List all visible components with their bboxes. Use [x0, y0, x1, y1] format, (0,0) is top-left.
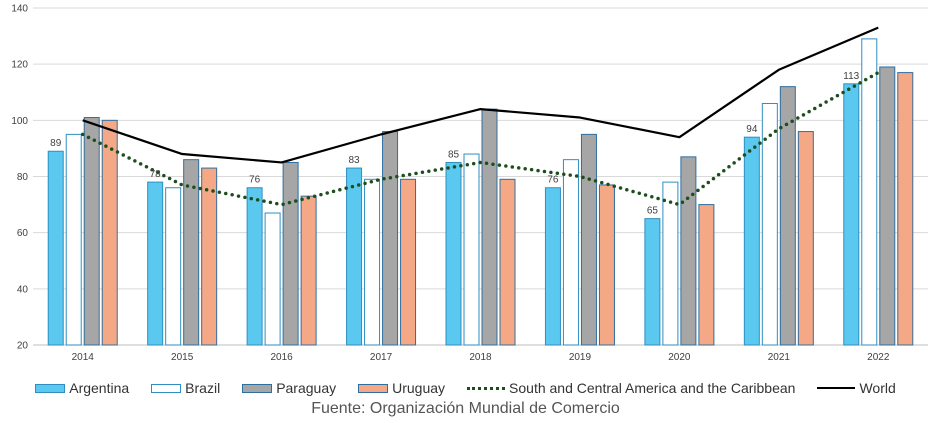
x-tick-label: 2018 — [469, 352, 492, 363]
source-note: Fuente: Organización Mundial de Comercio — [311, 400, 620, 417]
bar-brazil — [165, 187, 182, 346]
legend-item: Uruguay — [358, 380, 445, 396]
bar-uruguay — [499, 178, 516, 346]
legend-label: Brazil — [185, 380, 221, 396]
legend-marker — [358, 383, 389, 393]
y-tick-label: 100 — [11, 116, 28, 127]
x-tick-label: 2021 — [768, 352, 791, 363]
data-label: 85 — [448, 149, 460, 160]
bar-uruguay — [897, 72, 914, 346]
legend-label: South and Central America and the Caribb… — [509, 380, 796, 396]
bar-argentina — [743, 136, 760, 346]
data-label: 113 — [843, 71, 859, 82]
legend-label: World — [859, 380, 896, 396]
bar-paraguay — [282, 161, 299, 346]
legend: Argentina Brazil Paraguay Uruguay South and … — [0, 378, 931, 398]
y-tick-label: 20 — [17, 341, 29, 352]
bar-argentina — [445, 161, 462, 346]
bar-argentina — [544, 187, 561, 346]
legend-marker — [35, 383, 66, 393]
line-south-and-central-america-and-the-caribbean — [80, 70, 881, 207]
data-label: 76 — [547, 175, 559, 186]
legend-label: Uruguay — [392, 380, 446, 396]
bar-argentina — [147, 181, 164, 346]
x-tick-label: 2019 — [569, 352, 592, 363]
bar-brazil — [761, 102, 778, 346]
legend-item: World — [817, 380, 896, 396]
data-label: 65 — [647, 206, 659, 217]
bar-paraguay — [183, 159, 200, 346]
bar-brazil — [463, 153, 480, 346]
x-tick-label: 2017 — [370, 352, 393, 363]
bar-argentina — [47, 150, 64, 346]
data-label: 83 — [348, 155, 360, 166]
bar-argentina — [346, 167, 363, 346]
x-tick-label: 2014 — [72, 352, 95, 363]
chart: 20 40 60 80 100 120 140 2014 2015 2016 2017 2018 201… — [11, 4, 928, 363]
bar-uruguay — [400, 178, 417, 346]
legend-item: South and Central America and the Caribb… — [467, 380, 795, 396]
bar-argentina — [843, 83, 860, 346]
bar-paraguay — [481, 108, 498, 346]
bar-paraguay — [382, 131, 399, 346]
bar-brazil — [562, 159, 579, 346]
x-tick-label: 2020 — [668, 352, 691, 363]
bar-paraguay — [680, 156, 697, 346]
y-tick-label: 140 — [11, 4, 28, 15]
legend-marker — [151, 383, 182, 393]
legend-item: Paraguay — [242, 380, 336, 396]
legend-item: Brazil — [151, 380, 220, 396]
bar-paraguay — [779, 86, 796, 346]
legend-label: Argentina — [69, 380, 130, 396]
y-tick-label: 80 — [17, 172, 29, 183]
bar-argentina — [246, 187, 263, 346]
y-tick-label: 120 — [11, 60, 28, 71]
bar-paraguay — [83, 117, 100, 346]
line-world — [82, 26, 879, 164]
y-tick-label: 40 — [17, 284, 29, 295]
bar-uruguay — [300, 195, 317, 346]
data-label: 94 — [746, 124, 758, 135]
bar-brazil — [364, 178, 381, 346]
bar-uruguay — [698, 204, 715, 346]
x-tick-label: 2015 — [171, 352, 194, 363]
data-label: 76 — [249, 175, 261, 186]
bar-brazil — [861, 38, 878, 346]
legend-marker — [817, 387, 856, 389]
data-label: 89 — [50, 138, 62, 149]
bar-paraguay — [580, 133, 597, 346]
bar-uruguay — [201, 167, 218, 346]
legend-marker — [467, 386, 506, 390]
x-tick-label: 2016 — [270, 352, 293, 363]
x-tick-label: 2022 — [867, 352, 890, 363]
data-label: 78 — [150, 169, 162, 180]
y-tick-label: 60 — [17, 228, 29, 239]
bar-brazil — [662, 181, 679, 346]
legend-marker — [242, 383, 273, 393]
bar-brazil — [65, 133, 82, 346]
legend-label: Paraguay — [276, 380, 337, 396]
bar-paraguay — [879, 66, 896, 346]
bar-argentina — [644, 218, 661, 346]
bar-uruguay — [101, 119, 118, 346]
bar-uruguay — [598, 184, 615, 346]
bar-brazil — [264, 212, 281, 346]
bar-uruguay — [797, 131, 814, 346]
legend-item: Argentina — [35, 380, 129, 396]
